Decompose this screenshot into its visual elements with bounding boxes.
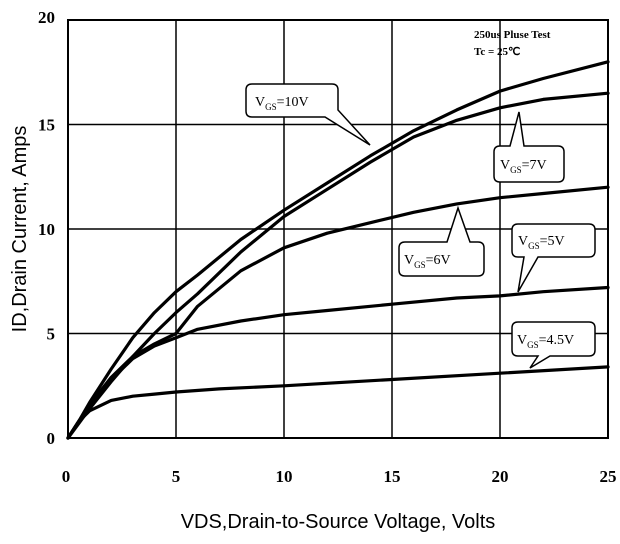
x-axis-title: VDS,Drain-to-Source Voltage, Volts xyxy=(181,511,496,533)
y-axis-ticks: 0 5 10 15 20 xyxy=(38,8,55,448)
callout-vgs6-sub: GS xyxy=(414,260,426,270)
callout-vgs10-value: =10V xyxy=(277,95,309,110)
callout-vgs7-value: =7V xyxy=(522,158,547,173)
test-note: 250us Pluse Test Tc = 25℃ xyxy=(474,29,551,58)
callout-vgs7-label: VGS=7V xyxy=(500,158,547,175)
y-tick-label: 15 xyxy=(38,116,55,135)
callout-vgs45-sub: GS xyxy=(527,340,539,350)
callout-vgs45-v: V xyxy=(517,333,527,348)
callout-vgs5-value: =5V xyxy=(540,234,565,249)
callout-vgs7-sub: GS xyxy=(510,165,522,175)
callout-vgs10-box xyxy=(245,83,371,146)
x-tick-label: 20 xyxy=(492,467,509,486)
callout-vgs10-sub: GS xyxy=(265,102,277,112)
y-tick-label: 5 xyxy=(47,325,56,344)
series-line-3 xyxy=(66,285,610,440)
callout-vgs10-label: VGS=10V xyxy=(255,95,309,112)
callout-vgs7: VGS=7V xyxy=(493,111,565,183)
x-tick-label: 15 xyxy=(384,467,401,486)
callout-vgs5-box xyxy=(511,223,596,293)
test-note-line-2: Tc = 25℃ xyxy=(474,46,520,58)
x-tick-label: 25 xyxy=(600,467,617,486)
callout-vgs5-sub: GS xyxy=(528,241,540,251)
callout-vgs5: VGS=5V xyxy=(511,223,596,293)
callout-vgs45: VGS=4.5V xyxy=(511,321,596,369)
x-tick-label: 10 xyxy=(276,467,293,486)
test-note-line-1: 250us Pluse Test xyxy=(474,29,551,41)
series-lines xyxy=(66,60,610,440)
callout-vgs7-v: V xyxy=(500,158,510,173)
callout-vgs10: VGS=10V xyxy=(245,83,371,146)
y-tick-label: 10 xyxy=(38,220,55,239)
y-tick-label: 0 xyxy=(47,429,56,448)
callout-vgs5-v: V xyxy=(518,234,528,249)
callout-vgs6-v: V xyxy=(404,253,414,268)
x-axis-ticks: 0 5 10 15 20 25 xyxy=(62,467,617,486)
callout-vgs6: VGS=6V xyxy=(398,205,485,277)
callout-vgs7-box xyxy=(493,111,565,183)
x-tick-label: 0 xyxy=(62,467,71,486)
callout-vgs6-box xyxy=(398,205,485,277)
callout-vgs45-box xyxy=(511,321,596,369)
callout-vgs6-value: =6V xyxy=(426,253,451,268)
callout-vgs5-label: VGS=5V xyxy=(518,234,565,251)
callout-vgs6-label: VGS=6V xyxy=(404,253,451,270)
y-tick-label: 20 xyxy=(38,8,55,27)
callout-vgs45-value: =4.5V xyxy=(539,333,575,348)
series-line-4 xyxy=(66,365,610,440)
y-axis-title: ID,Drain Current, Amps xyxy=(9,126,31,333)
x-tick-label: 5 xyxy=(172,467,181,486)
callout-vgs10-v: V xyxy=(255,95,265,110)
callout-vgs45-label: VGS=4.5V xyxy=(517,333,574,350)
series-line-0 xyxy=(66,60,610,440)
